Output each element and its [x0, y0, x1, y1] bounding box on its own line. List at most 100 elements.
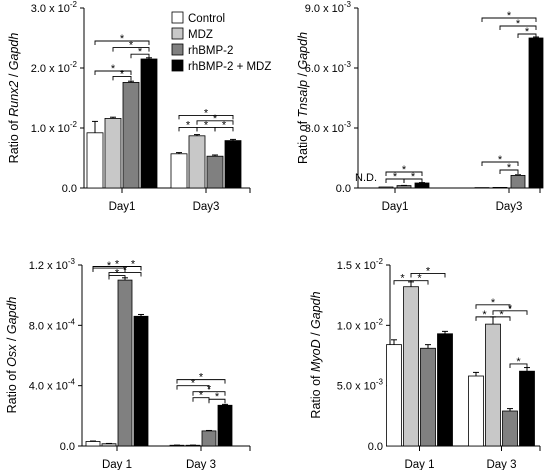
- significance-bracket: [176, 379, 226, 384]
- significance-bracket: [475, 304, 511, 309]
- bar: [217, 404, 233, 447]
- bar: [206, 155, 224, 189]
- significance-star: *: [508, 303, 513, 315]
- significance-star: *: [491, 297, 496, 309]
- significance-star: *: [482, 309, 487, 321]
- y-tick-label: 1.5 x 10-2: [337, 257, 384, 272]
- y-tick-label: 2.0 x 10-2: [31, 60, 78, 75]
- legend-swatch: [171, 27, 184, 40]
- y-tick-label: 1.2 x 10-3: [29, 257, 76, 272]
- significance-bracket: [410, 272, 446, 278]
- panel-tnsalp: 0.0 3.0 x 10-3 6.0 x 10-3 9.0 x 10-3 Day1 Day…: [296, 0, 544, 213]
- significance-bracket: [481, 161, 519, 166]
- significance-bracket: [499, 169, 519, 174]
- bar: [528, 37, 544, 189]
- category-label: Day 1: [102, 459, 132, 470]
- bar: [117, 279, 133, 447]
- y-tick-label: 4.0 x 10-4: [29, 378, 76, 393]
- bar: [386, 344, 402, 447]
- significance-star: *: [213, 113, 218, 125]
- significance-star: *: [138, 46, 143, 58]
- significance-star: *: [402, 164, 407, 176]
- category-label: Day 3: [486, 459, 516, 470]
- significance-star: *: [426, 265, 431, 277]
- significance-star: *: [507, 162, 512, 174]
- significance-star: *: [199, 372, 204, 384]
- significance-bracket: [214, 126, 234, 132]
- bar: [85, 441, 101, 447]
- y-tick-label: 3.0 x 10-3: [305, 120, 352, 135]
- significance-star: *: [107, 260, 112, 272]
- significance-star: *: [115, 259, 120, 271]
- bar: [133, 315, 149, 447]
- significance-bracket: [112, 75, 132, 81]
- y-tick-label: 0.0: [60, 441, 75, 453]
- bar: [437, 333, 453, 447]
- significance-star: *: [499, 309, 504, 321]
- significance-star: *: [516, 18, 521, 30]
- category-label: Day1: [382, 201, 409, 213]
- significance-star: *: [204, 107, 209, 119]
- significance-star: *: [411, 171, 416, 183]
- bar: [510, 174, 526, 189]
- significance-bracket: [130, 53, 150, 59]
- significance-bracket: [410, 280, 429, 285]
- panel-myod: 0.0 5.0 x 10-3 1.0 x 10-2 1.5 x 10-2 Day 1 Da…: [309, 257, 541, 470]
- bar: [101, 443, 117, 447]
- significance-bracket: [509, 363, 528, 368]
- significance-star: *: [115, 268, 120, 280]
- bar: [122, 82, 140, 189]
- significance-bracket: [385, 171, 423, 176]
- significance-star: *: [111, 63, 116, 75]
- significance-bracket: [108, 275, 126, 280]
- bar: [140, 58, 158, 189]
- legend-label: MDZ: [188, 29, 213, 41]
- bar: [188, 135, 206, 189]
- significance-bracket: [112, 47, 150, 52]
- significance-star: *: [129, 40, 134, 52]
- significance-bracket: [196, 120, 234, 125]
- significance-star: *: [400, 273, 405, 285]
- y-tick-label: 3.0 x 10-2: [31, 0, 78, 15]
- legend-label: Control: [188, 13, 225, 25]
- significance-bracket: [492, 316, 511, 321]
- bar: [170, 153, 188, 189]
- y-axis-title: Ratio of Osx / Gapdh: [5, 297, 19, 414]
- bar: [485, 323, 501, 447]
- bar: [468, 375, 484, 447]
- y-axis-title: Ratio of Tnsalp / Gapdh: [296, 32, 310, 164]
- category-label: Day 3: [186, 459, 216, 470]
- significance-bracket: [94, 40, 150, 45]
- significance-bracket: [178, 114, 234, 120]
- significance-star: *: [120, 33, 125, 45]
- significance-bracket: [192, 391, 226, 396]
- significance-bracket: [481, 17, 537, 22]
- legend-swatch: [171, 43, 184, 56]
- y-tick-label: 0.0: [62, 183, 77, 195]
- significance-bracket: [208, 398, 226, 404]
- significance-star: *: [204, 119, 209, 131]
- significance-star: *: [131, 259, 136, 271]
- bar: [403, 286, 419, 447]
- significance-star: *: [498, 154, 503, 166]
- significance-star: *: [120, 68, 125, 80]
- significance-star: *: [516, 356, 521, 368]
- y-axis-title: Ratio of MyoD / Gapdh: [309, 291, 323, 418]
- significance-star: *: [199, 390, 204, 402]
- y-tick-label: 8.0 x 10-4: [29, 317, 76, 332]
- y-tick-label: 1.0 x 10-2: [31, 120, 78, 135]
- bar: [414, 182, 430, 189]
- bar: [420, 347, 436, 447]
- significance-bracket: [124, 266, 142, 271]
- y-tick-label: 0.0: [336, 183, 351, 195]
- significance-star: *: [525, 26, 530, 38]
- significance-star: *: [222, 119, 227, 131]
- legend-label: rhBMP-2 + MDZ: [188, 61, 271, 73]
- category-label: Day3: [193, 201, 220, 213]
- significance-bracket: [176, 385, 210, 390]
- bar: [492, 186, 508, 189]
- category-label: Day 1: [404, 459, 434, 470]
- y-tick-label: 9.0 x 10-3: [305, 0, 352, 15]
- legend: Control MDZ rhBMP-2 rhBMP-2 + MDZ: [171, 11, 271, 73]
